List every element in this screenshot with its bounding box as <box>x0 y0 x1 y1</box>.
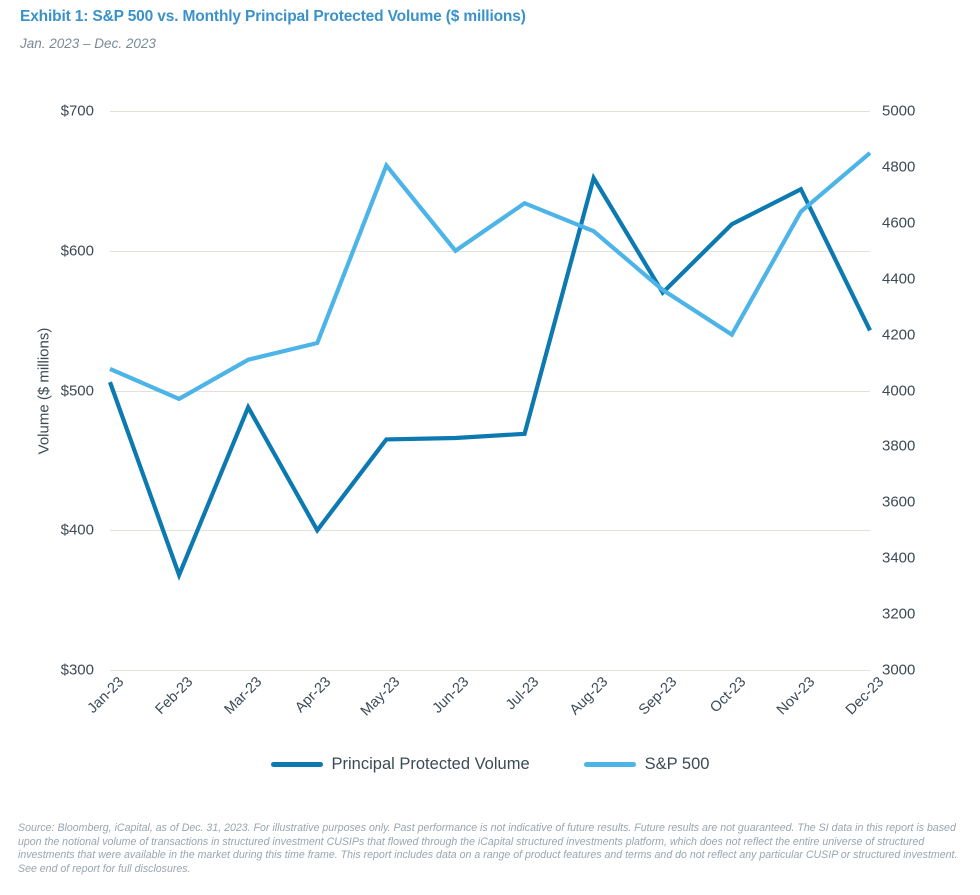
x-axis-tick-label: Aug-23 <box>566 674 611 719</box>
y-axis-right-tick-label: 3400 <box>882 549 916 567</box>
y-axis-right-tick-label: 4200 <box>882 326 916 344</box>
y-axis-left-tick-label: $400 <box>60 521 94 539</box>
gridline <box>110 670 870 671</box>
legend-item[interactable]: S&P 500 <box>583 755 710 774</box>
legend-swatch-icon <box>270 762 323 767</box>
x-axis-tick-label: Oct-23 <box>707 674 750 717</box>
legend-label: S&P 500 <box>644 755 710 773</box>
legend-swatch-icon <box>583 762 636 767</box>
x-axis-tick-label: Jun-23 <box>430 674 473 717</box>
page-subtitle: Jan. 2023 – Dec. 2023 <box>20 36 156 51</box>
y-axis-left-tick-label: $600 <box>60 242 94 260</box>
gridline <box>110 111 870 112</box>
x-axis-tick-label: May-23 <box>358 674 404 720</box>
legend-label: Principal Protected Volume <box>331 755 530 773</box>
y-axis-right-tick-label: 4000 <box>882 382 916 399</box>
x-axis-tick-label: Apr-23 <box>292 674 335 717</box>
gridline <box>110 530 870 532</box>
y-axis-right-tick-label: 3800 <box>882 437 916 455</box>
page-title: Exhibit 1: S&P 500 vs. Monthly Principal… <box>20 8 526 25</box>
y-axis-right-tick-label: 3600 <box>882 493 916 511</box>
y-axis-right-tick-label: 4400 <box>882 270 916 288</box>
x-axis-tick-label: Mar-23 <box>221 674 266 718</box>
x-axis-tick-label: Sep-23 <box>635 674 681 719</box>
chart-legend: Principal Protected Volume S&P 500 <box>0 755 980 774</box>
legend-item[interactable]: Principal Protected Volume <box>270 755 530 774</box>
x-axis-tick-label: Jul-23 <box>502 674 542 714</box>
y-axis-right-tick-label: 5000 <box>882 102 916 120</box>
y-axis-right-tick-label: 4600 <box>882 214 916 232</box>
x-axis-tick-label: Jan-23 <box>84 674 128 717</box>
gridline <box>110 390 870 392</box>
y-axis-left-title: Volume ($ millions) <box>35 327 53 454</box>
x-axis-tick-label: Nov-23 <box>773 674 819 719</box>
y-axis-right-tick-label: 4800 <box>882 158 916 176</box>
x-axis-tick-label: Feb-23 <box>152 674 197 718</box>
y-axis-left-tick-label: $700 <box>60 102 94 120</box>
y-axis-right-tick-label: 3000 <box>882 661 916 679</box>
y-axis-left-tick-label: $500 <box>60 382 94 399</box>
series-lines <box>108 151 872 581</box>
x-axis-tick-label: Dec-23 <box>842 674 888 719</box>
source-note: Source: Bloomberg, iCapital, as of Dec. … <box>18 822 958 875</box>
series-line <box>109 151 872 402</box>
plot-area: $300 $400 $500 $600 $700 3000 3200 3400 3600 380… <box>36 103 916 720</box>
y-axis-left-tick-label: $300 <box>60 661 94 679</box>
y-axis-right-tick-label: 3200 <box>882 605 916 623</box>
series-line <box>108 172 872 581</box>
gridline <box>110 250 870 252</box>
